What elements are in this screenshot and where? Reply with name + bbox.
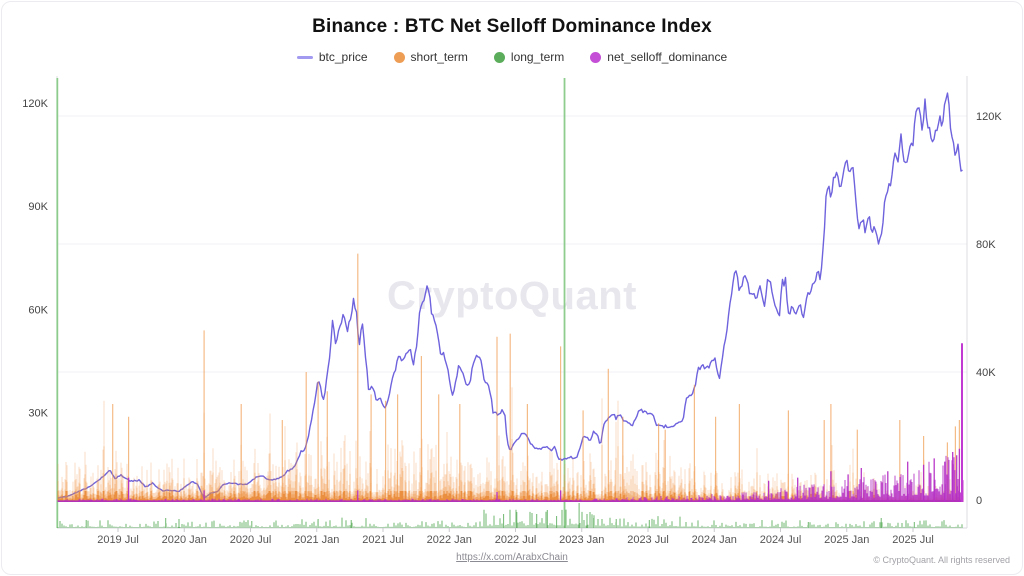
x-tick-label: 2022 Jul [495,534,537,546]
copyright-text: © CryptoQuant. All rights reserved [873,555,1010,565]
legend-label-short-term: short_term [410,50,468,64]
x-tick-label: 2020 Jul [230,534,272,546]
legend-item-btc-price[interactable]: btc_price [296,50,368,64]
net-selloff-dominance-dot-swatch-icon [590,51,602,63]
legend-label-net-selloff-dominance: net_selloff_dominance [607,50,728,64]
footer-link-wrap: https://x.com/ArabxChain [0,552,1024,563]
legend-label-btc-price: btc_price [318,50,368,64]
chart-title: Binance : BTC Net Selloff Dominance Inde… [312,16,712,37]
right-axis-tick-label: 40K [976,367,996,379]
x-tick-label: 2021 Jan [294,534,339,546]
x-tick-label: 2019 Jul [97,534,139,546]
author-link[interactable]: https://x.com/ArabxChain [456,552,568,563]
legend-label-long-term: long_term [510,50,565,64]
left-axis-tick-label: 30K [28,408,48,420]
x-tick-label: 2023 Jan [559,534,604,546]
x-tick-label: 2022 Jan [427,534,472,546]
legend-item-net-selloff-dominance[interactable]: net_selloff_dominance [590,50,727,64]
right-axis-tick-label: 120K [976,111,1002,123]
short-term-dot-swatch-icon [393,51,405,63]
cryptoquant-watermark: CryptoQuant [387,274,637,318]
btc-price-line-swatch-icon [296,55,313,59]
x-tick-label: 2020 Jan [162,534,207,546]
x-tick-label: 2025 Jan [824,534,869,546]
legend-item-long-term[interactable]: long_term [493,50,565,64]
long-term-bars [57,503,963,528]
x-tick-label: 2024 Jul [760,534,802,546]
right-axis-tick-label: 0 [976,495,982,507]
net-selloff-spikes [127,448,961,502]
legend-item-short-term[interactable]: short_term [393,50,468,64]
x-tick-label: 2024 Jan [692,534,737,546]
x-tick-label: 2025 Jul [892,534,934,546]
left-axis-tick-label: 90K [28,201,48,213]
long-term-dot-swatch-icon [493,51,505,63]
left-axis-tick-label: 60K [28,304,48,316]
x-tick-label: 2023 Jul [627,534,669,546]
chart-legend: btc_price short_term long_term net_sello… [0,50,1024,64]
left-axis-tick-label: 120K [22,98,48,110]
x-tick-label: 2021 Jul [362,534,404,546]
right-axis-tick-label: 80K [976,239,996,251]
